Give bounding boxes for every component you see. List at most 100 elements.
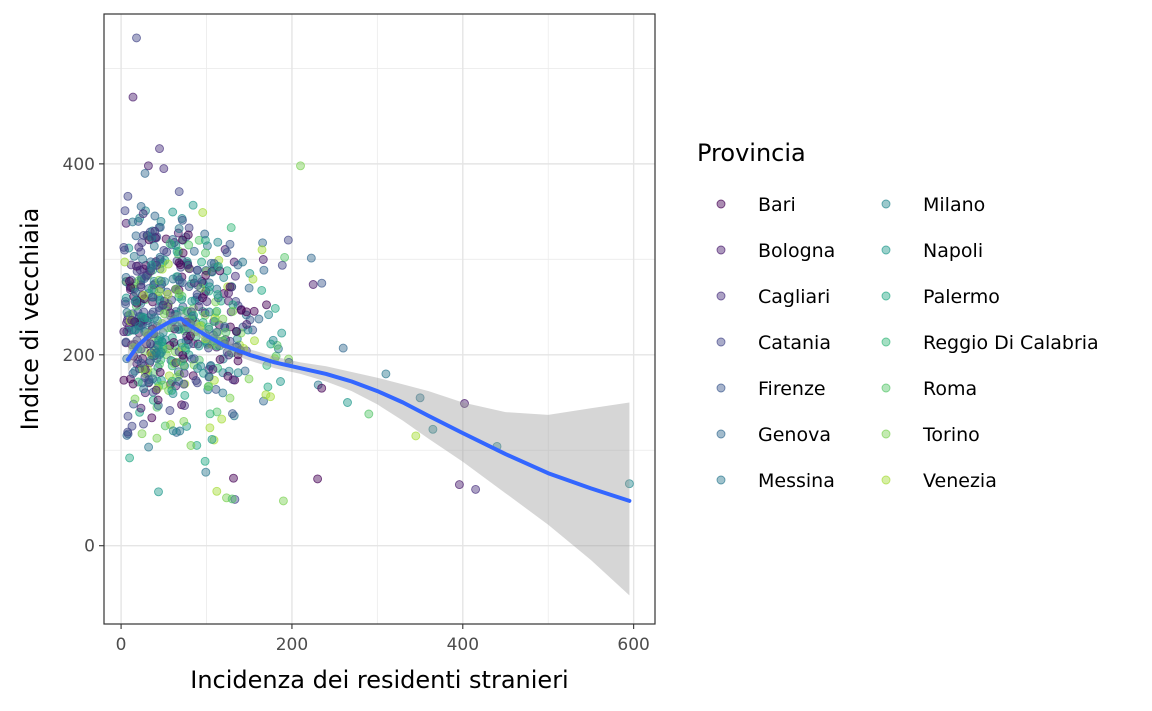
- data-point: [148, 395, 158, 405]
- data-point: [245, 315, 255, 325]
- data-point: [212, 327, 222, 337]
- data-point: [284, 354, 294, 364]
- data-point: [248, 274, 258, 284]
- data-point: [155, 144, 164, 154]
- data-point: [230, 494, 240, 504]
- data-point: [428, 424, 438, 434]
- legend-label-palermo: Palermo: [923, 286, 1000, 308]
- data-point: [224, 350, 234, 360]
- legend-label-milano: Milano: [923, 194, 985, 216]
- data-point: [364, 409, 374, 419]
- data-point: [125, 374, 135, 384]
- data-point: [174, 275, 184, 285]
- data-point: [208, 364, 218, 374]
- data-point: [266, 392, 275, 402]
- data-point: [150, 211, 160, 221]
- data-point: [204, 307, 214, 317]
- data-point: [136, 201, 146, 211]
- data-point: [180, 390, 190, 400]
- data-point: [132, 33, 141, 43]
- data-point: [165, 406, 175, 415]
- data-point: [180, 361, 190, 371]
- data-point: [179, 416, 189, 426]
- data-point: [184, 223, 194, 233]
- data-point: [454, 480, 464, 490]
- data-point: [343, 398, 352, 407]
- data-point: [280, 252, 290, 262]
- data-point: [184, 240, 194, 250]
- data-point: [159, 245, 169, 255]
- data-point: [317, 278, 327, 288]
- data-point: [155, 254, 165, 264]
- data-point: [125, 276, 134, 286]
- data-point: [122, 430, 132, 440]
- data-point: [178, 350, 188, 360]
- data-point: [381, 369, 391, 379]
- data-point: [276, 377, 285, 386]
- data-point: [147, 284, 157, 294]
- data-point: [254, 314, 264, 324]
- legend-key-roma: [881, 383, 891, 393]
- legend-key-bologna: [716, 245, 726, 255]
- data-point: [129, 251, 139, 261]
- data-point: [233, 260, 243, 270]
- data-point: [188, 371, 198, 381]
- data-point: [233, 356, 243, 366]
- data-point: [248, 325, 258, 335]
- x-tick-labels: 0 200 400 600: [116, 624, 650, 655]
- data-point: [250, 336, 259, 346]
- data-point: [210, 316, 220, 326]
- data-point: [209, 375, 219, 385]
- data-point: [138, 209, 148, 219]
- data-point: [244, 283, 254, 293]
- data-point: [147, 413, 157, 423]
- data-point: [313, 380, 323, 390]
- data-point: [186, 441, 196, 450]
- data-point: [171, 284, 181, 294]
- data-point: [218, 388, 228, 398]
- y-tick-label: 0: [84, 537, 95, 557]
- data-point: [213, 237, 223, 247]
- data-point: [156, 276, 166, 286]
- data-point: [153, 395, 163, 405]
- data-point: [165, 239, 175, 249]
- legend-key-messina: [716, 475, 726, 485]
- data-point: [129, 399, 138, 409]
- data-point: [415, 393, 425, 403]
- x-tick-label: 0: [116, 635, 127, 655]
- data-point: [128, 92, 138, 102]
- data-point: [155, 252, 165, 262]
- data-point: [308, 280, 318, 289]
- data-point: [183, 230, 193, 240]
- data-point: [178, 215, 187, 225]
- data-point: [184, 282, 194, 292]
- data-point: [184, 340, 193, 349]
- legend-label-messina: Messina: [758, 470, 835, 492]
- data-point: [471, 484, 481, 494]
- data-point: [212, 306, 222, 316]
- data-point: [201, 467, 211, 477]
- data-point: [136, 247, 146, 257]
- data-point: [213, 261, 223, 271]
- data-point: [185, 264, 194, 274]
- x-axis-title: Incidenza dei residenti stranieri: [190, 666, 568, 694]
- data-point: [236, 305, 246, 315]
- data-point: [120, 206, 130, 216]
- data-point: [123, 411, 133, 421]
- data-point: [205, 423, 215, 433]
- data-point: [168, 426, 178, 436]
- y-tick-labels: 0 200 400: [63, 155, 104, 557]
- data-point: [123, 427, 133, 437]
- data-point: [136, 403, 146, 413]
- data-point: [192, 265, 202, 275]
- data-point: [215, 355, 225, 364]
- data-point: [221, 327, 231, 337]
- data-point: [242, 319, 252, 329]
- data-point: [228, 300, 238, 310]
- legend-key-milano: [881, 199, 891, 209]
- data-point: [194, 235, 204, 245]
- data-point: [174, 187, 184, 197]
- data-point: [212, 486, 222, 496]
- data-point: [205, 282, 215, 292]
- data-point: [200, 229, 210, 239]
